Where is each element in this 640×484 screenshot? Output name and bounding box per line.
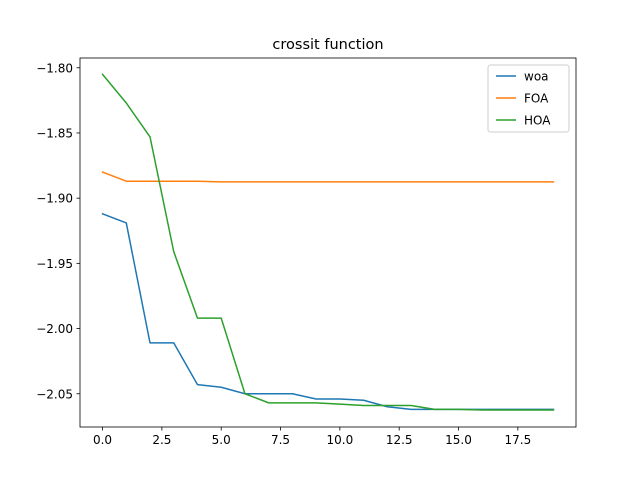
series-line-foa [101,171,555,183]
y-tick-label: −1.95 [36,257,73,271]
x-tick-label: 10.0 [327,433,354,447]
series-line-woa [101,212,555,411]
x-tick-label: 17.5 [504,433,531,447]
y-tick-label: −2.05 [36,387,73,401]
plot-area [101,73,555,411]
x-tick-label: 0.0 [93,433,112,447]
legend-label-woa: woa [524,70,549,84]
legend-box [487,64,570,133]
legend-label-foa: FOA [524,92,549,106]
y-tick-label: −1.80 [36,61,73,75]
x-tick-label: 5.0 [212,433,231,447]
x-tick-label: 7.5 [271,433,290,447]
x-tick-label: 15.0 [445,433,472,447]
y-tick-label: −2.00 [36,322,73,336]
axes: 0.0 2.5 5.0 7.5 10.0 12.5 15.0 17.5 −1.80 −1.85 −1… [36,57,577,447]
y-tick-label: −1.90 [36,192,73,206]
y-tick-label: −1.85 [36,126,73,140]
axes-frame [79,57,577,428]
x-tick-label: 12.5 [386,433,413,447]
series-line-hoa [101,73,555,411]
x-tick-label: 2.5 [152,433,171,447]
chart-title: crossit function [272,37,383,53]
legend-label-hoa: HOA [524,114,551,128]
legend: woa FOA HOA [487,64,570,133]
